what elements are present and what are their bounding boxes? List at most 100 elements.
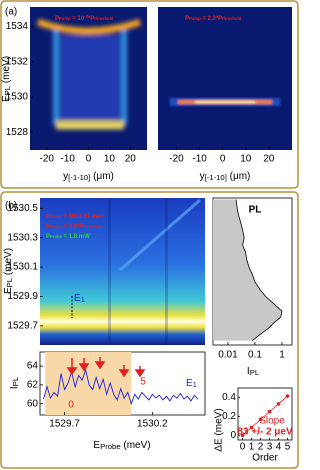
label-sub: threshold [83,224,103,229]
point [249,425,254,430]
label-part: (μm) [90,171,114,182]
y-tick-label: 1530.5 [7,203,38,214]
label-part: P [185,16,189,22]
annotation: EPump = 1603.87 meV [46,214,105,220]
point [240,433,245,438]
label-sub: Probe [100,442,121,451]
annotation: PPump = 10-3*Pthreshold [55,14,114,22]
label-part: = 2.3*P [201,16,223,22]
label-part: E [186,378,193,389]
x-tick-label: 1530.2 [137,419,168,430]
label-sub: PL [3,85,12,95]
chart-title: PL [249,205,262,216]
x-tick-label: 10 [240,154,252,165]
y-axis-label: IPL [9,376,20,389]
x-axis-label: y[-1-10] (μm) [63,171,114,182]
label-sub: threshold [222,16,242,21]
y-axis-label: ΔE (meV) [214,408,225,451]
x-tick-label: 0 [220,154,226,165]
label-sub: 1 [81,295,85,304]
label-part: = 1603.87 meV [62,214,105,220]
point [285,394,290,398]
x-tick-label: 4 [276,442,282,453]
label-part: E [74,293,81,304]
label-part: E [46,214,50,220]
fit-line [242,395,288,436]
y-tick-label: 1530 [6,92,29,103]
label-sub: Pump [50,224,62,229]
label-sup: -3 [84,14,88,19]
marker-label: E1 [74,293,85,304]
x-axis-label: Order [252,453,278,464]
panel-border [0,191,299,469]
heatmap [30,7,147,150]
x-tick-label: 1 [249,442,255,453]
y-tick-label: 1528 [6,127,29,138]
profile-line [235,199,283,341]
label-part: I [9,386,20,389]
label-part: (meV) [121,440,151,451]
x-tick-label: 2 [258,442,264,453]
heatmap [158,7,292,150]
label-part: = 1.6 mW [62,234,90,240]
label-part: (meV) [1,56,12,86]
y-axis-label: EPL (meV) [1,56,12,102]
label-part: P [55,16,59,22]
label-sub: Pump [50,214,62,219]
panel-label: (a) [5,7,17,18]
x-tick-label: -20 [39,154,54,165]
annotation: PProbe = 1.6 mW [46,234,90,240]
label-part: (meV) [3,248,14,278]
label-part: P [46,234,50,240]
label-part: (μm) [227,171,251,182]
x-tick-label: 0.01 [218,350,238,361]
x-tick-label: 10 [104,154,116,165]
spectrum-line [43,368,199,406]
x-tick-label: 3 [267,442,273,453]
label-part: = 0.8*P [62,224,84,230]
label-sub: PL [11,376,20,386]
label-part: P [46,224,50,230]
order-label: 5 [140,377,146,388]
label-sub: [-1-10] [205,173,227,182]
fit-label: Slope [259,416,285,427]
label-sub: PL [250,368,260,377]
annotation: PPump = 0.8*Pthreshold [46,224,103,230]
label-part: E [1,95,12,102]
label-part: y [63,171,68,182]
point [276,402,281,406]
shade [45,352,132,415]
x-tick-label: 5 [285,442,291,453]
label-sub: Pump [189,16,201,21]
label-part: y [200,171,205,182]
x-axis-label: IPL [247,366,260,377]
panel-border [0,0,299,189]
label-part: I [247,366,250,377]
fit-value: 83 +/- 2 μeV [237,427,293,438]
label-part: E [93,440,100,451]
x-tick-label: 20 [125,154,137,165]
x-tick-label: 0 [86,154,92,165]
point [267,409,272,414]
label-sub: [-1-10] [68,173,90,182]
y-tick-label: 64 [27,361,39,372]
x-tick-label: 0 [240,442,246,453]
label-sub: threshold [94,16,114,21]
y-axis-label: EPL (meV) [3,248,14,294]
profile-fill [213,199,282,341]
x-tick-label: 0.1 [248,350,262,361]
order-label: 0 [68,400,74,411]
x-tick-label: 1529.7 [49,419,80,430]
x-axis-label: y[-1-10] (μm) [200,171,251,182]
marker-label: E1 [186,378,197,389]
y-tick-label: 62 [27,380,39,391]
x-tick-label: 1 [279,350,285,361]
y-tick-label: 1530.3 [7,232,38,243]
y-tick-label: 0.2 [222,411,236,422]
y-tick-label: 0.4 [222,392,236,403]
x-axis-label: EProbe (meV) [93,440,150,451]
y-tick-label: 60 [27,398,39,409]
x-tick-label: -10 [192,154,207,165]
heatmap [40,198,205,345]
